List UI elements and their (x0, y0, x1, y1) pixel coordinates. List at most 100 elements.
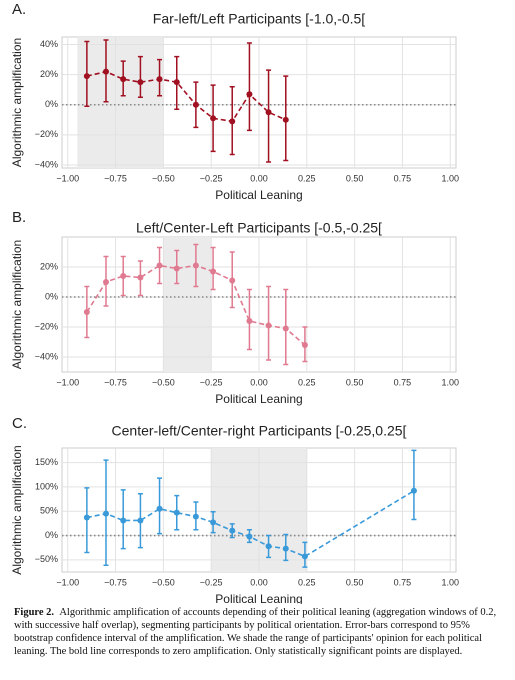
y-axis-label: Algorithmic amplification (10, 240, 24, 369)
x-tick-label: −0.75 (104, 173, 127, 183)
point (156, 76, 163, 83)
point (120, 76, 127, 83)
point (265, 322, 272, 329)
x-tick-label: −1.00 (56, 173, 79, 183)
point (246, 533, 253, 540)
point (102, 510, 109, 517)
point (282, 545, 289, 552)
x-tick-label: 1.00 (441, 377, 459, 387)
point (137, 79, 144, 86)
x-tick-label: −1.00 (56, 577, 79, 587)
point (83, 309, 90, 315)
error-bar (266, 69, 272, 163)
chart-title: Center-left/Center-right Participants [-… (112, 423, 407, 439)
point (210, 519, 217, 526)
x-axis-label: Political Leaning (215, 592, 302, 604)
x-tick-label: 0.50 (346, 173, 364, 183)
x-tick-label: 0.50 (346, 377, 364, 387)
point (102, 68, 109, 75)
x-tick-label: −1.00 (56, 377, 79, 387)
x-axis-label: Political Leaning (215, 188, 302, 202)
error-bar (246, 42, 252, 132)
shade (163, 237, 212, 372)
x-tick-label: 0.50 (346, 577, 364, 587)
x-tick-label: 0.00 (250, 577, 268, 587)
point (229, 527, 236, 534)
error-bar (210, 246, 216, 291)
point (301, 342, 308, 348)
x-tick-label: −0.75 (104, 577, 127, 587)
panel-label: C. (12, 415, 27, 432)
y-tick-label: 20% (40, 69, 58, 79)
x-tick-label: −0.50 (152, 173, 175, 183)
y-tick-label: 100% (35, 481, 58, 491)
x-tick-label: 1.00 (441, 577, 459, 587)
x-tick-label: −0.50 (152, 577, 175, 587)
x-tick-label: 0.25 (298, 577, 316, 587)
error-bar (137, 55, 143, 98)
panel-label: B. (12, 209, 26, 226)
point (410, 487, 417, 494)
point (156, 262, 163, 269)
x-axis-label: Political Leaning (215, 392, 302, 406)
point (173, 265, 180, 272)
y-axis-label: Algorithmic amplification (10, 445, 24, 574)
point (192, 101, 199, 108)
point (265, 109, 272, 116)
x-tick-label: −0.25 (200, 173, 223, 183)
point (229, 277, 236, 284)
point (137, 517, 144, 524)
x-tick-label: 0.00 (250, 173, 268, 183)
x-tick-label: 0.75 (394, 377, 412, 387)
point (229, 118, 236, 125)
x-tick-label: −0.25 (200, 577, 223, 587)
y-tick-label: 40% (40, 39, 58, 49)
y-tick-label: 0% (45, 99, 58, 109)
y-tick-label: −20% (35, 129, 58, 139)
x-tick-label: 0.75 (394, 577, 412, 587)
line (86, 70, 287, 123)
x-tick-label: −0.25 (200, 377, 223, 387)
point (246, 318, 253, 324)
y-tick-label: 150% (35, 457, 58, 467)
x-tick-label: 0.25 (298, 173, 316, 183)
point (210, 115, 217, 122)
point (173, 509, 180, 516)
caption-label: Figure 2. (14, 607, 55, 618)
point (282, 325, 289, 332)
y-tick-label: 20% (40, 261, 58, 271)
y-axis-label: Algorithmic amplification (10, 38, 24, 167)
caption: Figure 2. Algorithmic amplification of a… (14, 606, 504, 658)
point (192, 513, 199, 520)
panel-label: A. (12, 1, 26, 18)
x-tick-label: 0.00 (250, 377, 268, 387)
x-tick-label: 0.25 (298, 377, 316, 387)
point (173, 79, 180, 86)
point (301, 553, 308, 560)
y-tick-label: 50% (40, 506, 58, 516)
x-tick-label: 1.00 (441, 173, 459, 183)
y-tick-label: 0% (45, 530, 58, 540)
point (83, 514, 90, 521)
point (120, 517, 127, 524)
y-tick-label: −20% (35, 321, 58, 331)
point (102, 279, 109, 285)
point (265, 543, 272, 550)
shade (77, 37, 164, 168)
x-tick-label: −0.75 (104, 377, 127, 387)
point (246, 91, 253, 98)
point (137, 274, 144, 281)
y-tick-label: −40% (35, 351, 58, 361)
point (210, 268, 217, 275)
chart-title: Left/Center-Left Participants [-0.5,-0.2… (136, 220, 382, 236)
point (120, 273, 127, 279)
point (156, 505, 163, 512)
error-bar (411, 449, 417, 521)
caption-text: Algorithmic amplification of accounts de… (14, 607, 497, 657)
y-tick-label: −40% (35, 159, 58, 169)
chart-title: Far-left/Left Participants [-1.0,-0.5[ (153, 11, 366, 27)
x-tick-label: −0.50 (152, 377, 175, 387)
point (83, 73, 90, 80)
x-tick-label: 0.75 (394, 173, 412, 183)
